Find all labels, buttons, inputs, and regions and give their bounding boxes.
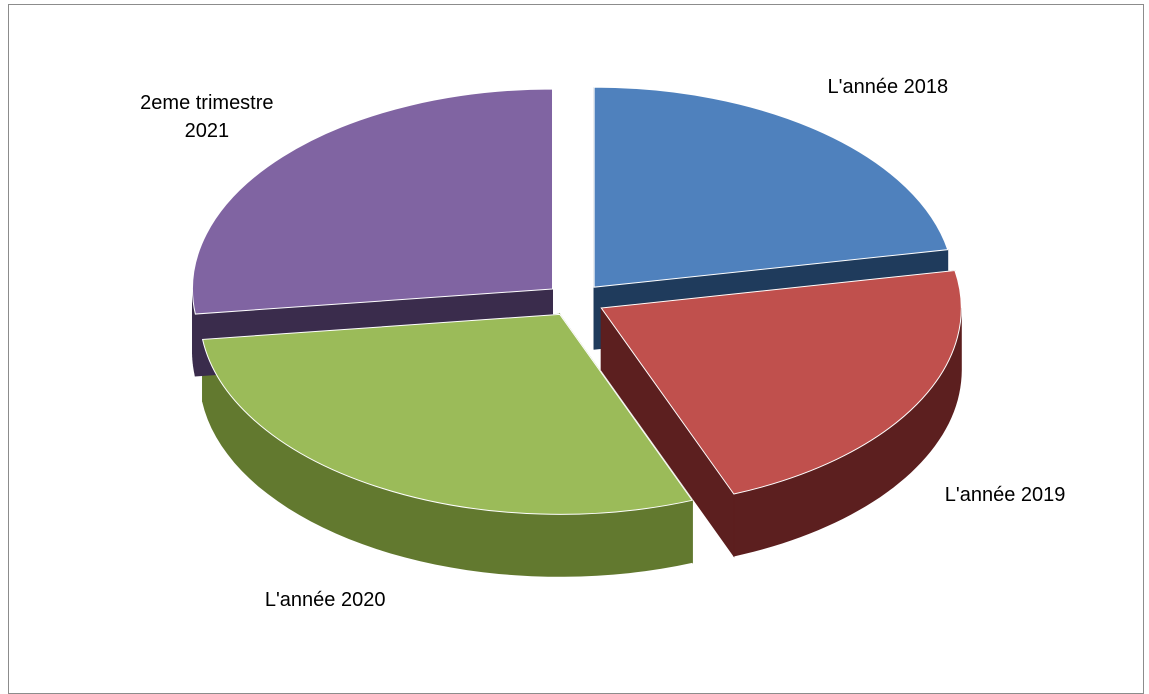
slice-label: L'année 2018 <box>827 75 949 98</box>
chart <box>192 86 962 577</box>
slice-label: L'année 2019 <box>944 484 1066 507</box>
page: {"chart_data": {"type": "pie", "labels":… <box>8 4 1144 694</box>
slice <box>593 86 949 288</box>
slice <box>600 270 962 495</box>
slice <box>192 88 553 315</box>
slice-label: 2eme trimestre 2021 <box>140 92 274 143</box>
slice-label: L'année 2020 <box>264 589 386 612</box>
slice <box>201 313 694 515</box>
